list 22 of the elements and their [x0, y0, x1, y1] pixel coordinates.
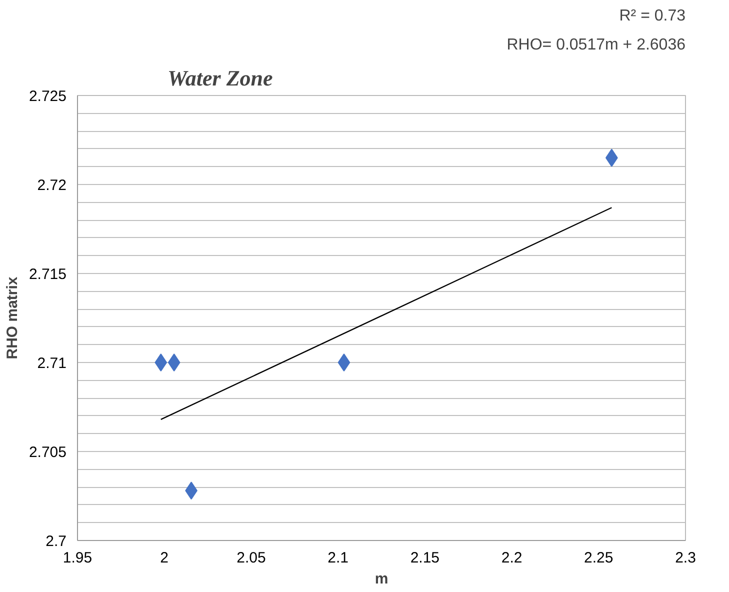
text: RHO= 0.0517m + 2.6036 [506, 36, 686, 54]
y-axis-title: RHO matrix [4, 276, 21, 360]
point [168, 354, 180, 372]
x-tick-label: 2 [160, 550, 169, 566]
x-tick-label: 1.95 [62, 550, 92, 566]
x-tick-label: 2.25 [584, 550, 614, 566]
x-tick-label: 2.2 [501, 550, 522, 566]
y-tick-label: 2.71 [37, 355, 67, 372]
x-tick-label: 2.1 [328, 550, 349, 566]
y-tick-label: 2.72 [37, 177, 67, 194]
y-tick-label: 2.7 [46, 533, 67, 550]
point [154, 354, 168, 372]
point [338, 354, 350, 372]
y-tick-label: 2.705 [28, 444, 67, 461]
chart-title: Water Zone [168, 66, 274, 90]
text: R² = 0.73 [619, 8, 686, 24]
x-axis-title: m [374, 570, 388, 588]
y-tick-label: 2.725 [28, 88, 67, 105]
x-tick-label: 2.15 [410, 550, 440, 566]
y-tick-label: 2.715 [28, 266, 67, 283]
x-tick-label: 2.05 [236, 550, 266, 566]
x-tick-label: 2.3 [675, 550, 696, 566]
